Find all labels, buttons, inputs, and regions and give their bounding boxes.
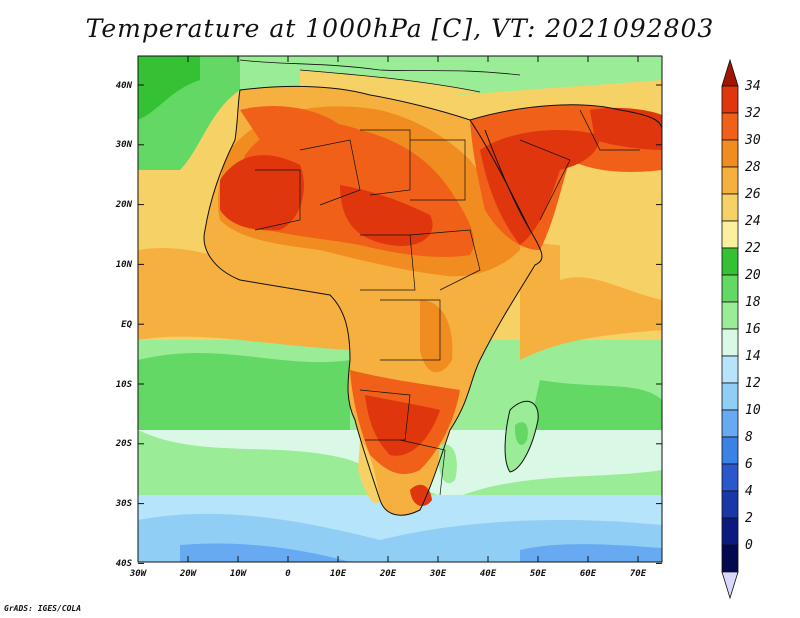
- x-tick-label: 0: [285, 569, 291, 579]
- colorbar-label: 32: [744, 106, 761, 121]
- colorbar-label: 2: [745, 511, 753, 526]
- colorbar-label: 20: [745, 268, 761, 283]
- colorbar-label: 34: [744, 79, 761, 94]
- colorbar-swatch: [721, 112, 739, 141]
- colorbar-swatch: [721, 220, 739, 249]
- colorbar-label: 8: [745, 430, 753, 445]
- colorbar-label: 26: [745, 187, 761, 202]
- x-tick-label: 10E: [330, 569, 347, 579]
- y-axis: 40N 30N 20N 10N EQ 10S 20S 30S 40S: [115, 81, 662, 569]
- y-tick-label: 30N: [115, 140, 133, 150]
- colorbar-label: 4: [745, 484, 753, 499]
- y-tick-label: 10N: [116, 260, 133, 270]
- colorbar-bottom-arrow: [721, 571, 739, 600]
- coastlines-and-borders: [203, 59, 662, 516]
- colorbar-swatch: [721, 382, 739, 411]
- colorbar-top-arrow: [721, 58, 739, 87]
- colorbar-swatch: [721, 166, 739, 195]
- temperature-field: [138, 56, 662, 562]
- x-tick-label: 10W: [230, 569, 248, 579]
- x-tick-label: 60E: [580, 569, 597, 579]
- colorbar-swatch: [721, 139, 739, 168]
- colorbar-swatch: [721, 301, 739, 330]
- colorbar-label: 0: [745, 538, 753, 553]
- map-title: Temperature at 1000hPa [C], VT: 20210928…: [85, 14, 715, 43]
- x-tick-label: 30E: [429, 569, 447, 579]
- colorbar-label: 6: [745, 457, 753, 472]
- colorbar-swatch: [721, 463, 739, 492]
- x-tick-label: 20W: [179, 569, 198, 579]
- x-tick-label: 40E: [480, 569, 497, 579]
- y-tick-label: 20N: [115, 200, 133, 210]
- colorbar-swatch: [721, 409, 739, 438]
- x-tick-label: 30W: [129, 569, 148, 579]
- colorbar-label: 28: [745, 160, 761, 175]
- colorbar-swatch: [721, 544, 739, 573]
- colorbar-swatch: [721, 517, 739, 546]
- credit-text: GrADS: IGES/COLA: [4, 604, 82, 613]
- colorbar-swatch: [721, 274, 739, 303]
- colorbar-label: 18: [745, 295, 761, 310]
- x-tick-label: 20E: [379, 569, 397, 579]
- colorbar-label: 24: [745, 214, 761, 229]
- x-axis: 30W 20W 10W 0 10E 20E 30E 40E 50E 60E 70…: [129, 56, 647, 579]
- y-tick-label: 20S: [115, 439, 133, 449]
- colorbar-swatch: [721, 193, 739, 222]
- y-tick-label: EQ: [121, 320, 132, 330]
- colorbar-label: 30: [744, 133, 761, 148]
- colorbar: 34 32 30 28 26 24 22 20 18 16 14 12 10 8…: [721, 58, 761, 600]
- colorbar-swatch: [721, 328, 739, 357]
- y-tick-label: 40S: [116, 559, 133, 569]
- y-tick-label: 10S: [116, 380, 133, 390]
- x-tick-label: 50E: [530, 569, 547, 579]
- colorbar-swatch: [721, 355, 739, 384]
- colorbar-label: 16: [745, 322, 761, 337]
- x-tick-label: 70E: [630, 569, 647, 579]
- colorbar-swatch: [721, 436, 739, 465]
- plot-frame: [137, 55, 663, 563]
- colorbar-label: 22: [745, 241, 761, 256]
- y-tick-label: 40N: [116, 81, 133, 91]
- colorbar-label: 12: [745, 376, 761, 391]
- colorbar-swatch: [721, 247, 739, 276]
- colorbar-label: 14: [745, 349, 761, 364]
- colorbar-swatch: [721, 85, 739, 114]
- colorbar-swatch: [721, 490, 739, 519]
- colorbar-label: 10: [745, 403, 761, 418]
- y-tick-label: 30S: [115, 499, 133, 509]
